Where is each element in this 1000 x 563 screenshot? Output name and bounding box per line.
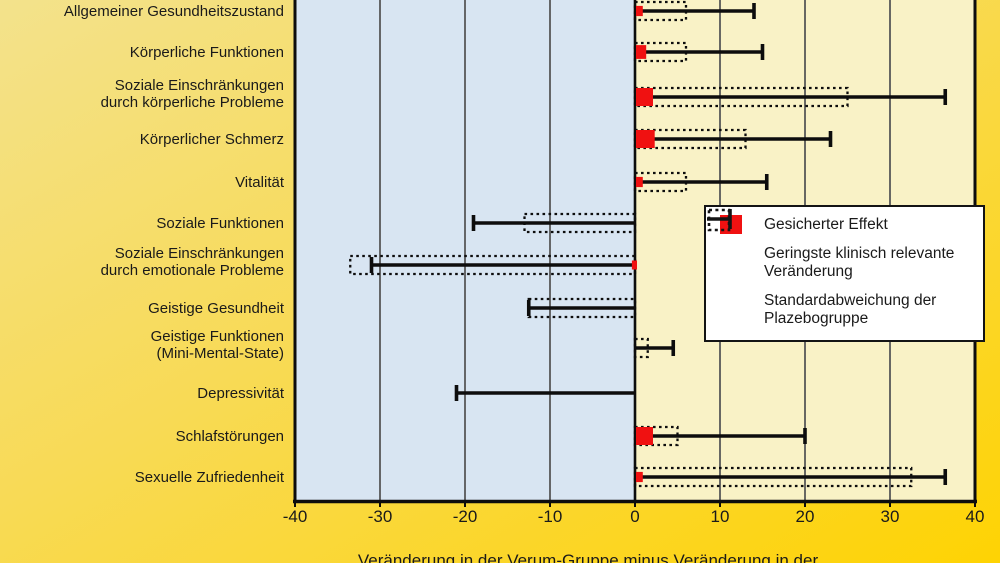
category-label: Sexuelle Zufriedenheit [135,469,285,486]
tick-label: 40 [966,507,985,526]
legend-item-mcid: Geringste klinisch relevante Veränderung [706,208,983,281]
effect-square [636,45,647,59]
tick-label: -40 [283,507,308,526]
category-label: Depressivität [197,385,285,402]
tick-label: 10 [711,507,730,526]
category-label: Soziale Einschränkungen [115,245,284,262]
x-axis-title: Veränderung in der Verum-Gruppe minus Ve… [358,551,819,563]
effect-square [636,176,643,188]
category-label: Körperliche Funktionen [130,44,284,61]
legend-label: Gesicherter Effekt [764,215,888,233]
category-label: Soziale Einschränkungen [115,77,284,94]
category-label: Geistige Gesundheit [148,300,285,317]
tick-label: 30 [881,507,900,526]
effect-square [636,471,643,483]
category-label: Geistige Funktionen [151,328,284,345]
legend-item-sd: Standardabweichung der Plazebogruppe [706,209,983,328]
effect-square [631,260,637,270]
category-label: durch emotionale Probleme [101,262,284,279]
category-label: durch körperliche Probleme [101,94,284,111]
category-label: Vitalität [235,174,285,191]
tick-label: -30 [368,507,393,526]
legend-label: Geringste klinisch relevante Veränderung [764,245,955,280]
effect-square [636,88,653,106]
category-label: Allgemeiner Gesundheitszustand [64,3,284,20]
chart-legend: Gesicherter Effekt Geringste klinisch re… [704,205,985,342]
category-label: Soziale Funktionen [156,215,284,232]
legend-item-effect: Gesicherter Effekt [706,215,983,234]
category-label: (Mini-Mental-State) [156,345,284,362]
tick-label: -20 [453,507,478,526]
legend-label: Standardabweichung der Plazebogruppe [764,292,937,327]
tick-label: 20 [796,507,815,526]
tick-label: 0 [630,507,639,526]
tick-label: -10 [538,507,563,526]
category-label: Schlafstörungen [176,428,284,445]
mcid-dashed-box [633,337,649,359]
mcid-dashed-box [633,466,913,488]
effect-square [636,427,653,445]
effect-square [636,130,655,148]
category-label: Körperlicher Schmerz [140,131,284,148]
mcid-dashed-box [349,254,637,276]
effect-square [636,5,643,17]
